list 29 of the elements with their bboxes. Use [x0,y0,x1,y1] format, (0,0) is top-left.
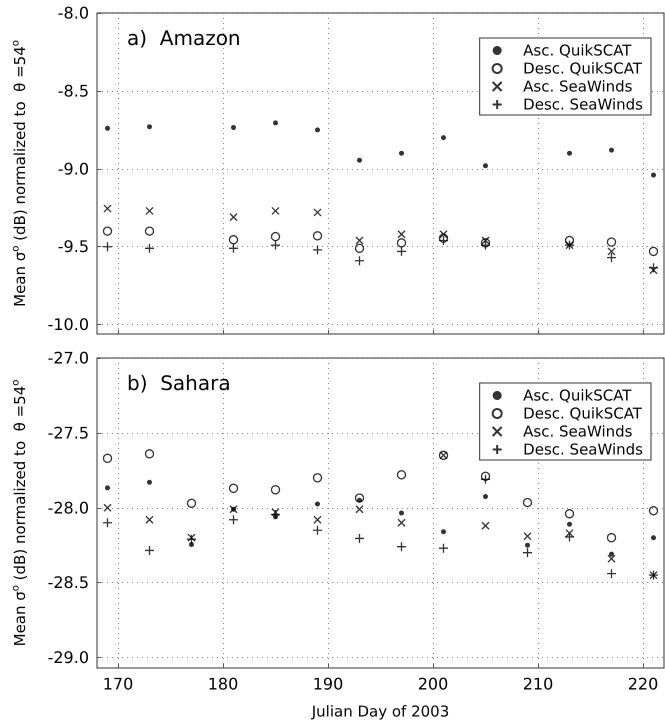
x-tick-label: 190 [312,674,344,694]
y-tick-label: -9.5 [58,237,89,256]
y-tick-label: -8.5 [58,81,89,100]
x-tick-label: 210 [522,674,554,694]
x-tick-label: 220 [628,674,658,694]
x-tick-label: 180 [208,674,238,694]
y-tick-label: -10.0 [48,315,89,334]
legend-label: Asc. SeaWinds [523,78,633,96]
y-tick-label: -8.0 [58,4,89,22]
y-tick-label: -27.5 [48,423,89,442]
legend-label: Asc. SeaWinds [523,422,633,440]
y-tick-label: -28.0 [48,498,89,518]
y-axis-title: Mean σo (dB) normalized to θ =54o [10,40,29,307]
y-tick-label: -28.5 [48,573,89,592]
text: b) Sahara [127,371,231,395]
legend-label: Desc. SeaWinds [523,96,644,114]
x-tick-label: 200 [418,674,448,694]
x-tick-label: 170 [102,674,134,694]
y-axis-title: Mean σo (dB) normalized to θ =54o [10,380,29,646]
text: a) Amazon [127,26,241,50]
legend-label: Desc. QuikSCAT [523,404,643,422]
x-axis-title: Julian Day of 2003 [310,702,450,720]
y-tick-label: -9.0 [58,159,89,178]
legend-label: Asc. QuikSCAT [523,386,632,404]
y-tick-label: -27.0 [48,348,89,368]
legend-label: Asc. QuikSCAT [523,42,632,60]
legend-label: Desc. SeaWinds [523,440,644,458]
legend-label: Desc. QuikSCAT [523,60,643,78]
y-tick-label: -29.0 [48,648,89,668]
